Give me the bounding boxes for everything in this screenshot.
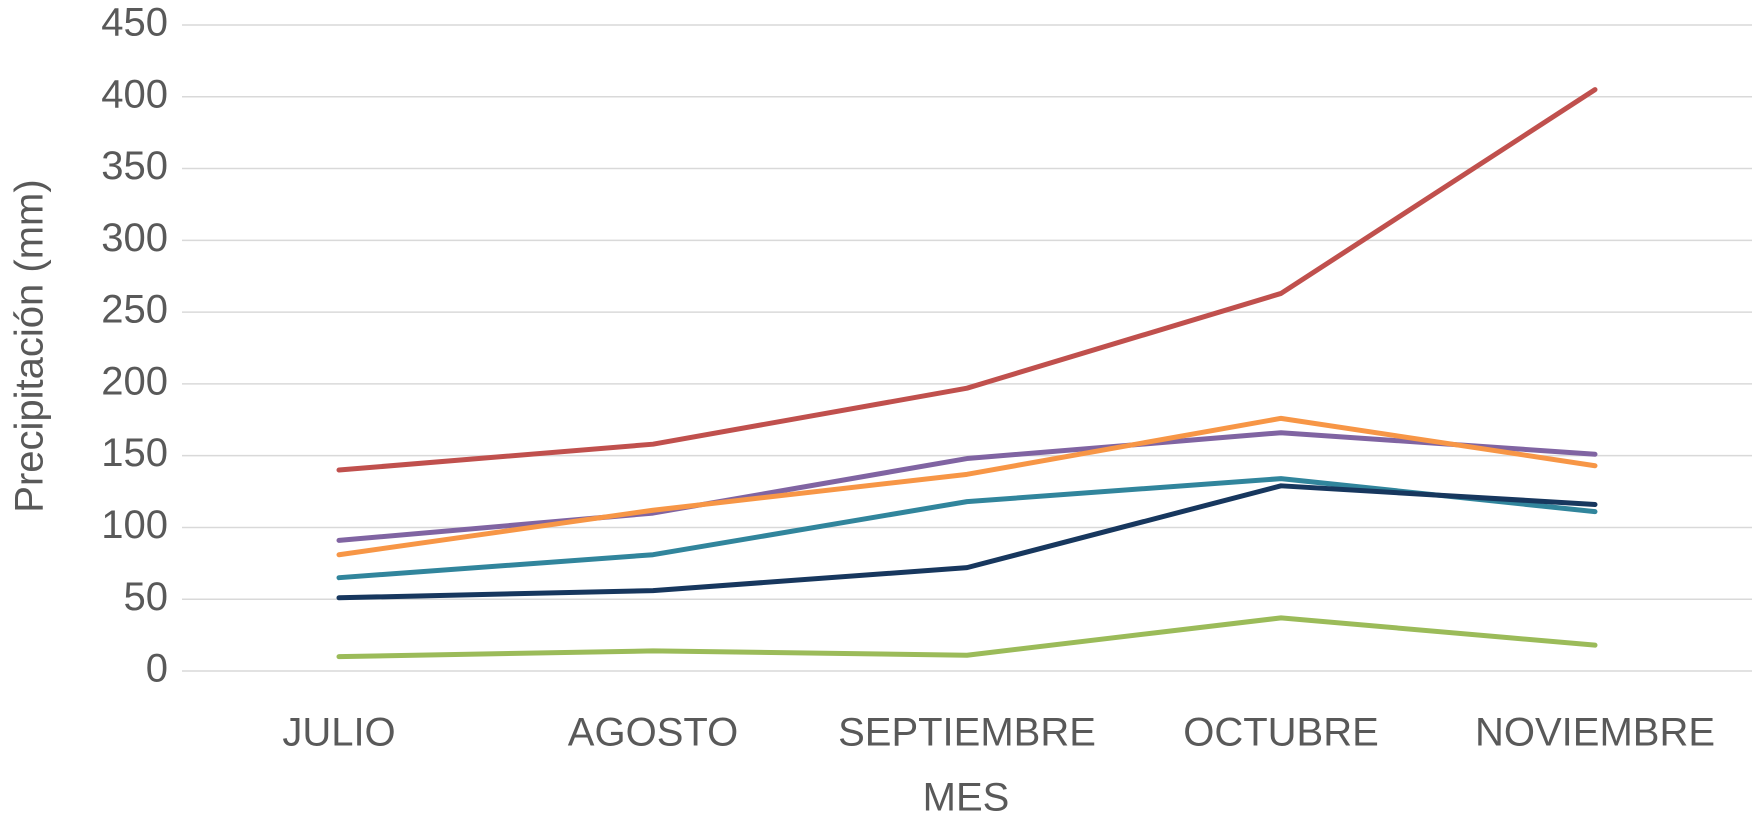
series-line [336,483,1598,601]
y-tick-label: 450 [101,1,168,45]
series-line [336,415,1598,558]
x-tick-label: JULIO [282,711,395,755]
y-tick-label: 250 [101,288,168,332]
y-tick-label: 100 [101,503,168,547]
x-tick-label: OCTUBRE [1183,711,1379,755]
x-tick-label: NOVIEMBRE [1475,711,1715,755]
series-line [336,615,1598,660]
y-tick-label: 150 [101,431,168,475]
x-axis-title: MES [923,776,1010,820]
x-tick-label: SEPTIEMBRE [838,711,1096,755]
y-tick-label: 400 [101,72,168,116]
y-tick-label: 50 [124,575,169,619]
y-tick-label: 300 [101,216,168,260]
series-line [336,87,1598,473]
y-axis-title: Precipitación (mm) [8,179,52,512]
x-tick-label: AGOSTO [568,711,738,755]
y-tick-label: 350 [101,144,168,188]
y-tick-label: 0 [146,647,168,691]
y-tick-label: 200 [101,359,168,403]
series-line [336,430,1598,543]
